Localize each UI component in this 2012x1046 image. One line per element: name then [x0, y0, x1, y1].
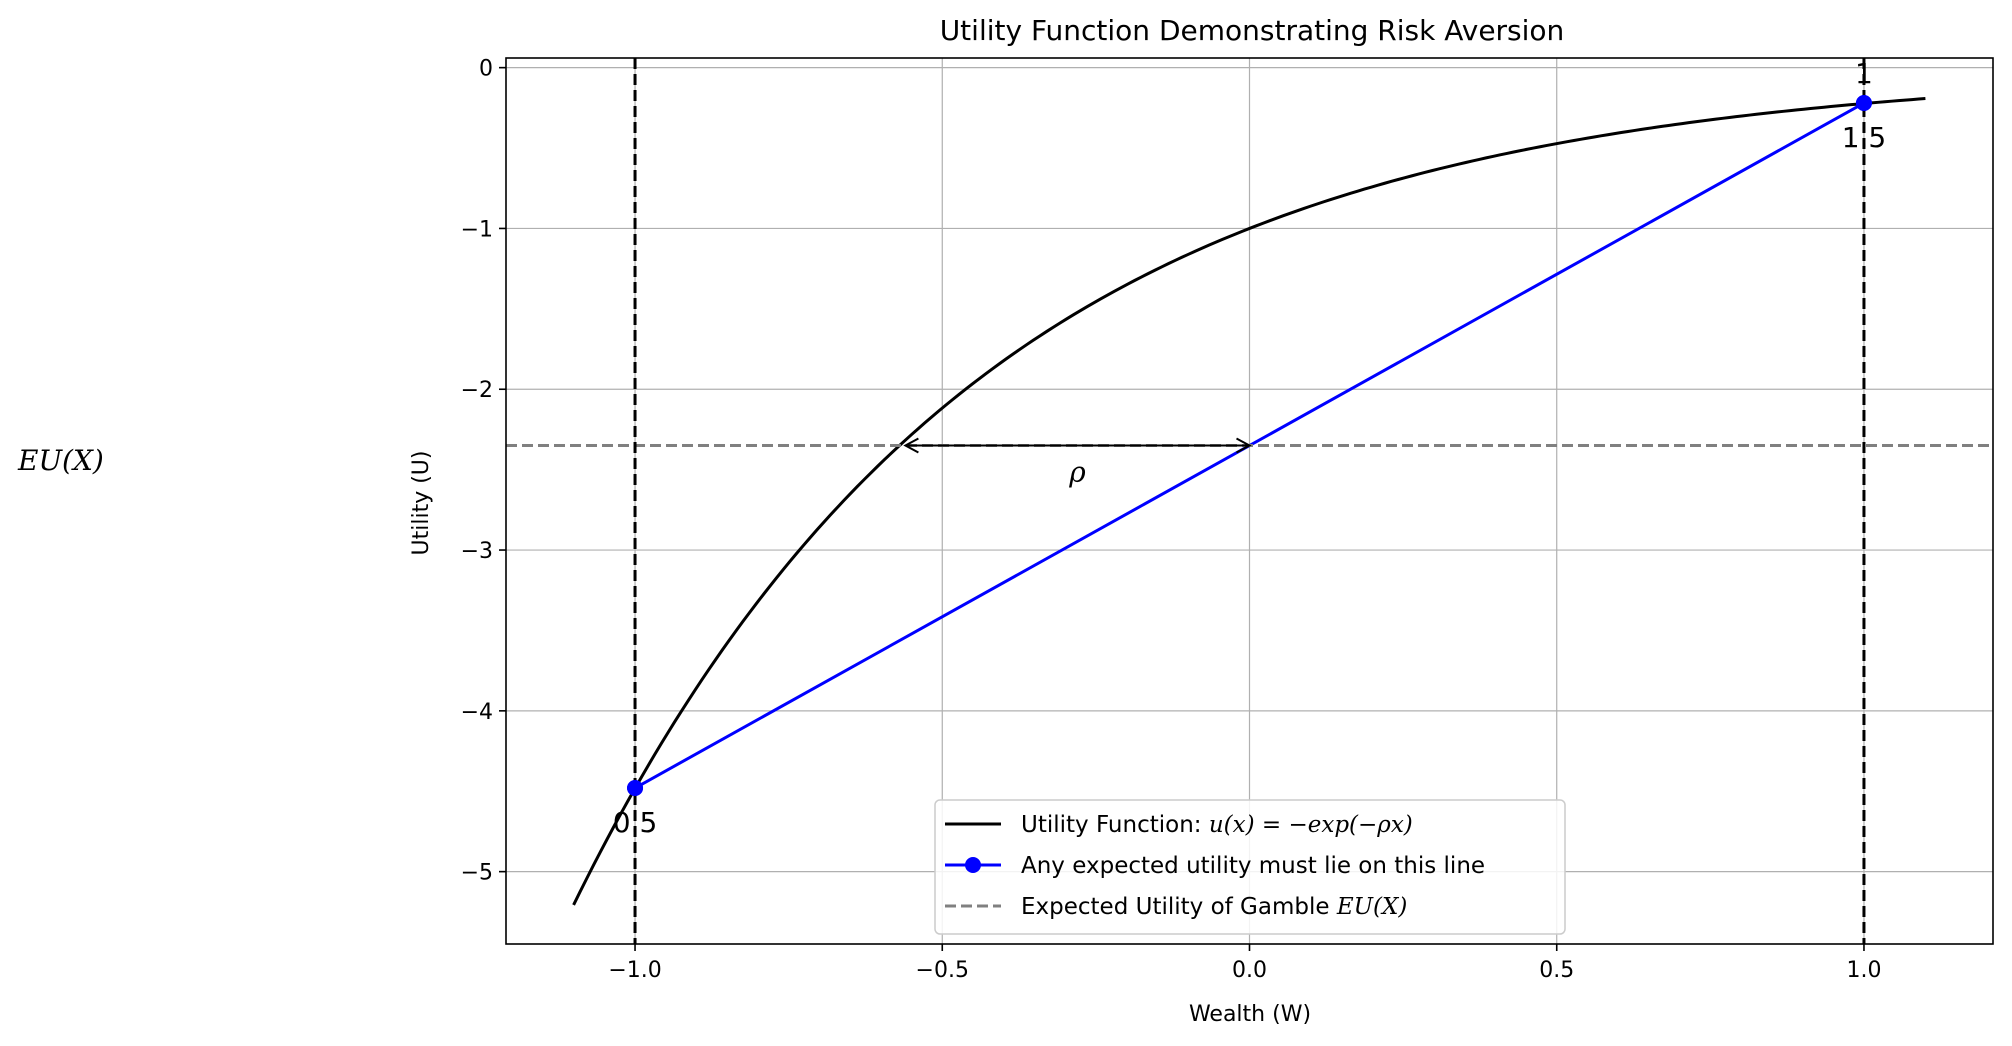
legend-box [934, 799, 1566, 935]
y-tick-label: −3 [461, 539, 493, 564]
side-label-eu: EU(X) [17, 444, 104, 477]
expected-utility-marker [627, 780, 644, 797]
legend-entry-label: Expected Utility of Gamble EU(X) [1021, 894, 1407, 920]
rho-arrow-head-left [903, 437, 919, 454]
plot-area [506, 58, 1993, 944]
x-tick-label: −1.0 [608, 958, 661, 983]
rho-label: ρ [1068, 456, 1086, 489]
expected-utility-marker [1855, 95, 1872, 112]
legend-entry-label: Utility Function: u(x) = −exp(−ρx) [1021, 812, 1413, 838]
y-tick-label: −5 [461, 861, 493, 886]
point-annotation: 1 [1855, 57, 1873, 90]
x-tick-label: −0.5 [916, 958, 969, 983]
legend: Utility Function: u(x) = −exp(−ρx) Any ex… [934, 799, 1566, 935]
axes: −1.0 −0.5 0.0 0.5 1.0 0 −1 −2 −3 −4 −5 [461, 57, 1994, 983]
point-annotation: 0.5 [613, 806, 658, 839]
x-tick-label: 1.0 [1846, 958, 1881, 983]
chart-title: Utility Function Demonstrating Risk Aver… [940, 14, 1565, 47]
x-tick-label: 0.5 [1539, 958, 1574, 983]
y-tick-label: −4 [461, 700, 493, 725]
utility-curve [572, 97, 1926, 906]
y-axis-label: Utility (U) [409, 451, 434, 556]
legend-swatch-marker [965, 857, 981, 873]
y-tick-label: −1 [461, 217, 493, 242]
rho-arrow-head-right [1236, 437, 1252, 454]
point-annotation: 1.5 [1842, 121, 1887, 154]
x-tick-label: 0.0 [1232, 958, 1267, 983]
y-tick-label: 0 [479, 57, 493, 82]
legend-entry-label: Any expected utility must lie on this li… [1021, 853, 1485, 879]
y-tick-label: −2 [461, 378, 493, 403]
x-axis-label: Wealth (W) [1189, 1002, 1311, 1027]
